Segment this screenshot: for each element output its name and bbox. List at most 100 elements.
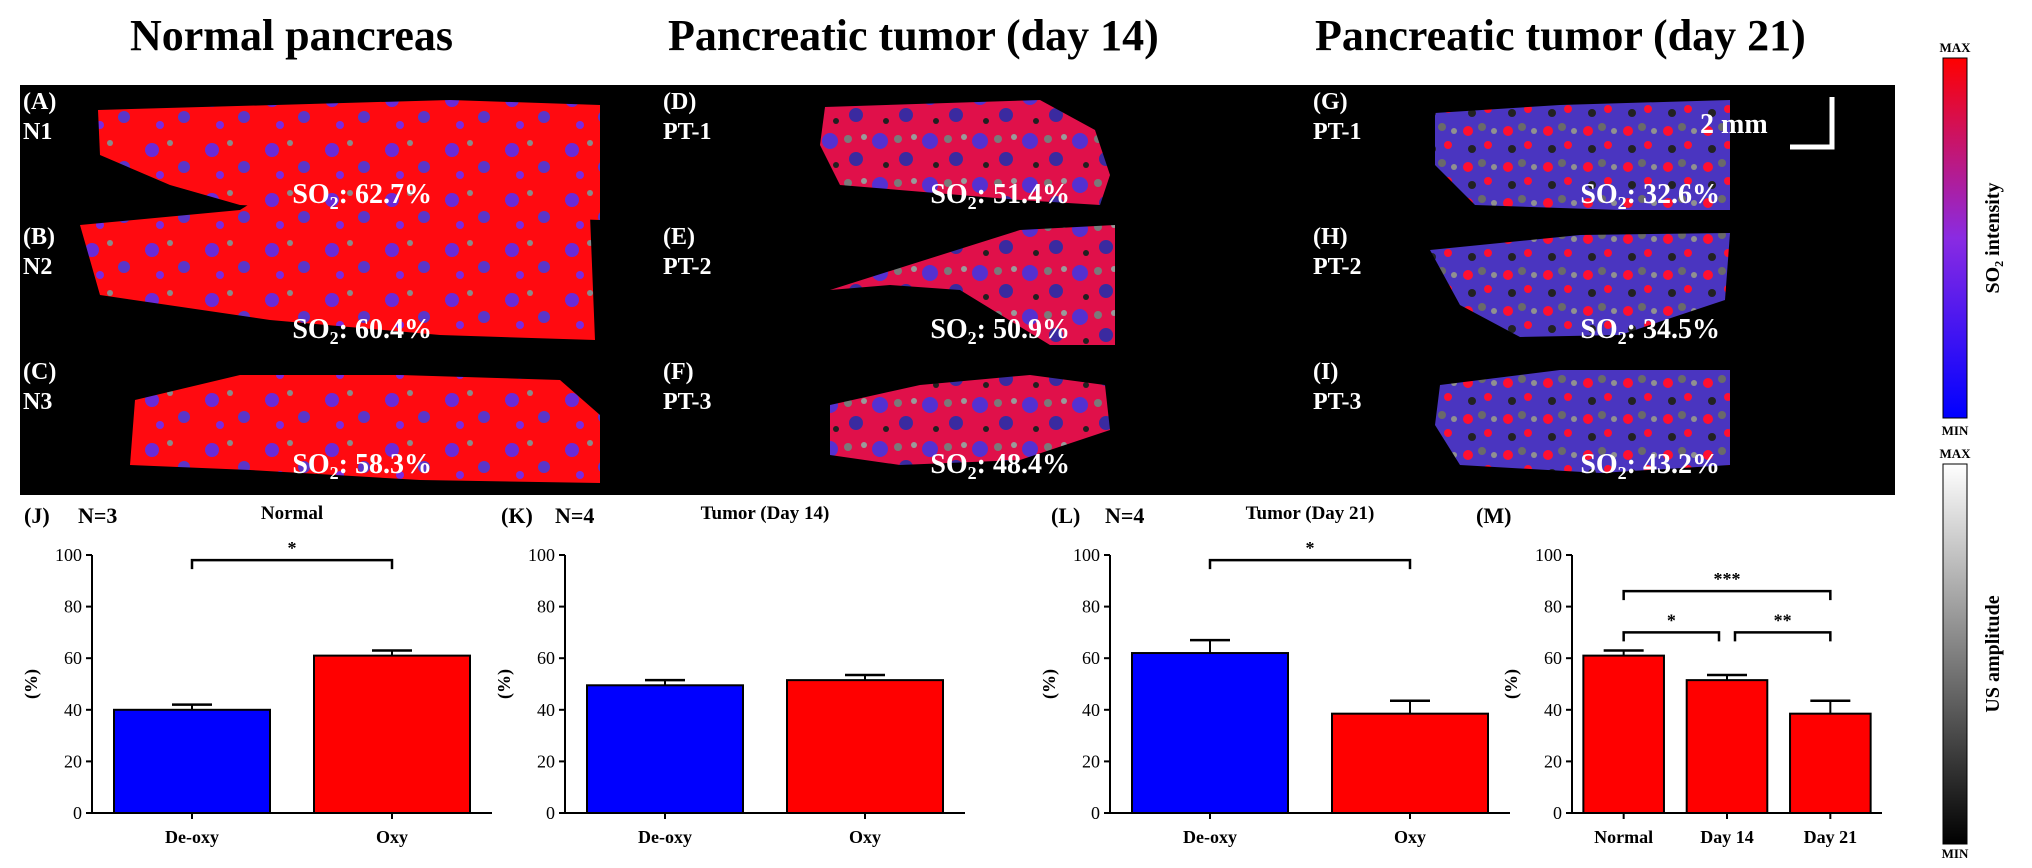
panel-letter: (E) (663, 224, 695, 250)
y-tick-label: 40 (537, 700, 555, 720)
so2-value: SO2: 58.3% (292, 449, 432, 483)
colorbars: MAX MIN SO₂ intensity MAX MIN US amplitu… (1939, 40, 2004, 860)
panel-letter: (G) (1313, 89, 1348, 115)
y-tick-label: 40 (1544, 700, 1562, 720)
y-tick-label: 60 (1544, 648, 1562, 668)
y-tick-label: 60 (537, 648, 555, 668)
y-tick-label: 100 (1073, 545, 1100, 565)
y-axis-label: (%) (1039, 669, 1060, 699)
so2-colorbar (1942, 57, 1968, 419)
chart-panel-letter: (K) (501, 503, 533, 528)
significance-label: * (1667, 610, 1676, 630)
y-tick-label: 100 (528, 545, 555, 565)
panel-sample-label: PT-3 (1313, 389, 1361, 415)
y-tick-label: 80 (1082, 597, 1100, 617)
chart-panel-letter: (L) (1051, 503, 1080, 528)
chart-title: Tumor (Day 21) (1246, 503, 1375, 524)
so2-value: SO2: 60.4% (292, 314, 432, 348)
y-tick-label: 20 (1544, 751, 1562, 771)
so2-value: SO2: 51.4% (930, 179, 1070, 213)
significance-bracket (1733, 631, 1832, 642)
x-tick-label: Oxy (1394, 827, 1426, 847)
panel-letter: (D) (663, 89, 696, 115)
panel-sample-label: PT-2 (663, 254, 711, 280)
significance-bracket (1622, 589, 1832, 601)
y-tick-label: 40 (64, 700, 82, 720)
y-axis-label: (%) (1501, 669, 1522, 699)
panel-letter: (F) (663, 359, 694, 385)
us-colorbar (1942, 463, 1968, 845)
bar (586, 684, 744, 814)
y-tick-label: 20 (1082, 751, 1100, 771)
panel-letter: (A) (23, 89, 56, 115)
panel-letter: (H) (1313, 224, 1348, 250)
x-tick-label: Day 14 (1700, 827, 1754, 847)
bar (1331, 712, 1489, 814)
title-normal-pancreas: Normal pancreas (130, 11, 454, 60)
so2-value: SO2: 48.4% (930, 449, 1070, 483)
panel-letter: (I) (1313, 359, 1338, 385)
chart-panel-letter: (M) (1476, 503, 1511, 528)
y-tick-label: 0 (73, 803, 82, 823)
y-tick-label: 40 (1082, 700, 1100, 720)
tissue-shape-d14-3 (830, 375, 1110, 465)
scale-bar: 2 mm (1700, 97, 1835, 150)
tissue-images: 2 mm (A) N1 SO2: 62.7% (B) N2 SO2: 60.4% (C) N3… (23, 89, 1835, 483)
y-tick-label: 80 (1544, 597, 1562, 617)
x-tick-label: De-oxy (165, 827, 219, 847)
bar (1131, 652, 1289, 814)
significance-bracket (1208, 558, 1412, 570)
y-tick-label: 80 (64, 597, 82, 617)
so2-colorbar-label: SO₂ intensity (1982, 182, 2004, 293)
so2-value: SO2: 32.6% (1580, 179, 1720, 213)
significance-bracket (1622, 631, 1721, 642)
panel-sample-label: PT-1 (1313, 119, 1361, 145)
chart-0: (J) N=3 Normal 0 20 40 60 80 100 (%) De-oxy Oxy * (21, 503, 492, 847)
y-tick-label: 60 (64, 648, 82, 668)
title-tumor-day14: Pancreatic tumor (day 14) (668, 11, 1159, 60)
y-tick-label: 20 (537, 751, 555, 771)
panel-sample-label: N2 (23, 254, 52, 280)
tissue-shape-d14-1 (820, 100, 1110, 205)
y-tick-label: 60 (1082, 648, 1100, 668)
chart-sample-size: N=4 (555, 503, 594, 528)
chart-sample-size: N=4 (1105, 503, 1144, 528)
y-axis-label: (%) (494, 669, 515, 699)
chart-2: (L) N=4 Tumor (Day 21) 0 20 40 60 80 100 (%) De-ox… (1039, 503, 1510, 847)
so2-colorbar-min: MIN (1942, 423, 1969, 438)
tissue-shape-n3 (130, 375, 600, 483)
x-tick-label: De-oxy (1183, 827, 1237, 847)
image-panel: 2 mm (A) N1 SO2: 62.7% (B) N2 SO2: 60.4% (C) N3… (20, 85, 1895, 495)
x-tick-label: Oxy (376, 827, 408, 847)
panel-sample-label: PT-1 (663, 119, 711, 145)
significance-label: * (1306, 538, 1315, 558)
panel-letter: (B) (23, 224, 55, 250)
bar (113, 708, 271, 814)
y-tick-label: 80 (537, 597, 555, 617)
y-tick-label: 20 (64, 751, 82, 771)
bar (1685, 679, 1769, 814)
y-tick-label: 0 (1553, 803, 1562, 823)
y-tick-label: 0 (546, 803, 555, 823)
tissue-shape-n1 (98, 100, 600, 220)
tissue-shape-n2 (80, 185, 595, 340)
panel-letter: (C) (23, 359, 56, 385)
bar (1789, 712, 1872, 814)
x-tick-label: Day 21 (1804, 827, 1858, 847)
y-tick-label: 100 (55, 545, 82, 565)
tissue-shape-d21-1 (1435, 100, 1730, 210)
x-tick-label: Oxy (849, 827, 881, 847)
chart-sample-size: N=3 (78, 503, 117, 528)
y-tick-label: 100 (1535, 545, 1562, 565)
chart-1: (K) N=4 Tumor (Day 14) 0 20 40 60 80 100 (%) De-ox… (494, 503, 965, 847)
panel-sample-label: N1 (23, 119, 52, 145)
so2-value: SO2: 62.7% (292, 179, 432, 213)
panel-sample-label: N3 (23, 389, 52, 415)
tissue-shape-d21-3 (1435, 370, 1730, 473)
us-colorbar-max: MAX (1939, 446, 1971, 461)
significance-bracket (190, 558, 394, 570)
y-tick-label: 0 (1091, 803, 1100, 823)
significance-label: ** (1774, 610, 1792, 630)
significance-label: * (288, 538, 297, 558)
